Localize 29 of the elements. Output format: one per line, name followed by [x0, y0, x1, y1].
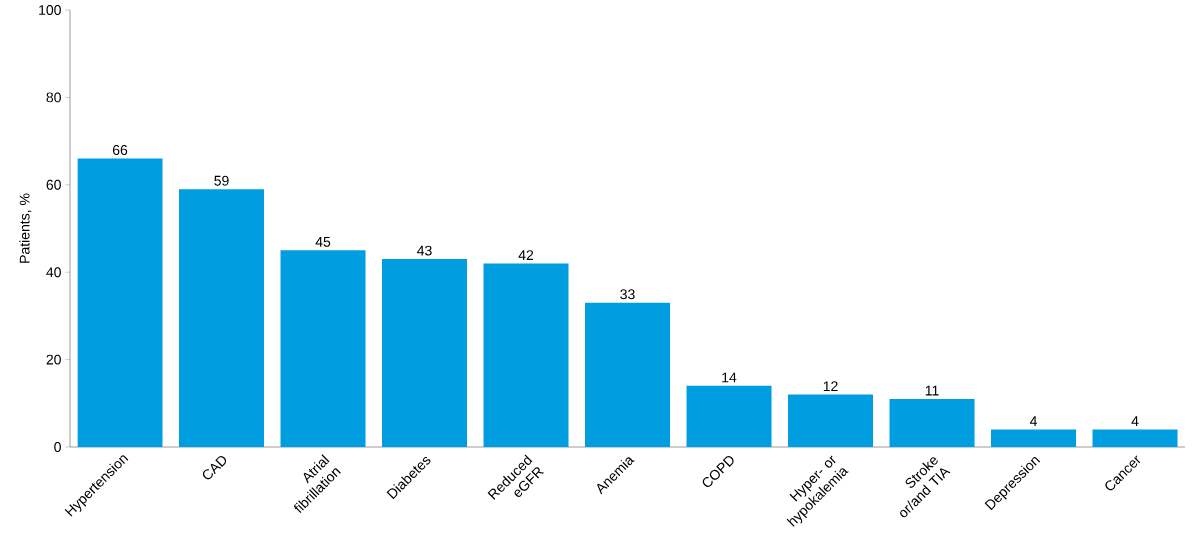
y-tick-label: 20 [46, 354, 61, 365]
data-label: 43 [417, 245, 432, 256]
data-label: 12 [823, 381, 838, 392]
bar [483, 263, 569, 447]
bar [77, 158, 163, 447]
bar [889, 398, 975, 447]
data-label: 45 [315, 237, 331, 247]
y-tick-label: 80 [46, 92, 61, 103]
data-label: 4 [1131, 416, 1139, 426]
data-label: 11 [925, 385, 939, 396]
bar [991, 429, 1077, 447]
y-tick-label: 0 [54, 442, 61, 452]
y-tick-label: 60 [46, 179, 61, 190]
data-label: 59 [214, 175, 229, 186]
bar [585, 302, 671, 447]
bar [1092, 429, 1178, 447]
bar [788, 394, 874, 447]
y-tick-label: 40 [46, 267, 61, 278]
y-axis-title: Patients, % [19, 193, 32, 263]
data-label: 66 [112, 145, 128, 156]
data-label: 33 [620, 289, 635, 300]
y-tick-label: 100 [39, 5, 61, 15]
bar [280, 250, 366, 447]
bar [179, 189, 265, 447]
bar [382, 259, 468, 447]
bar [686, 385, 772, 447]
data-label: 14 [722, 372, 737, 383]
data-label: 4 [1029, 416, 1037, 426]
data-label: 42 [518, 250, 534, 260]
